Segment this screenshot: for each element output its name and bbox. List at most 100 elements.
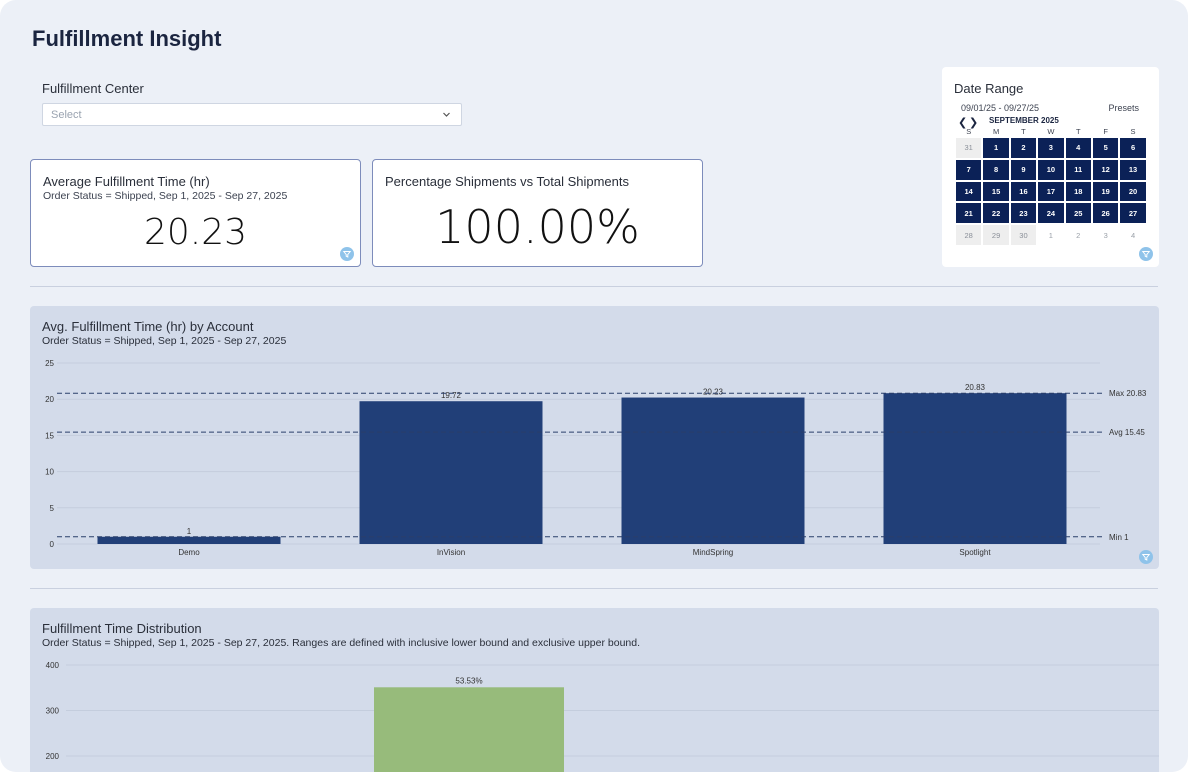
chevron-right-icon[interactable]: ❯ xyxy=(969,117,979,129)
filter-icon[interactable] xyxy=(1139,550,1153,564)
calendar-day[interactable]: 17 xyxy=(1037,180,1065,203)
chart-title: Avg. Fulfillment Time (hr) by Account xyxy=(42,319,254,334)
calendar-month-label: SEPTEMBER 2025 xyxy=(989,116,1059,125)
fulfillment-center-label: Fulfillment Center xyxy=(42,81,144,96)
calendar-day[interactable]: 12 xyxy=(1091,158,1120,181)
bar xyxy=(359,401,543,544)
kpi-avg-value: 20.23 xyxy=(143,212,248,253)
calendar-day[interactable]: 24 xyxy=(1037,202,1065,225)
chevron-left-icon[interactable]: ❮ xyxy=(958,117,968,129)
y-tick-label: 5 xyxy=(50,504,55,513)
date-range-title: Date Range xyxy=(954,81,1024,96)
calendar-day[interactable]: 28 xyxy=(955,224,983,246)
presets-button[interactable]: Presets xyxy=(1108,103,1139,113)
section-divider xyxy=(30,286,1158,287)
calendar-week-row: 21 22 23 24 25 26 27 xyxy=(955,202,1148,225)
kpi-avg-subtitle: Order Status = Shipped, Sep 1, 2025 - Se… xyxy=(43,190,288,202)
avg-fulfillment-by-account-panel: Avg. Fulfillment Time (hr) by Account Or… xyxy=(30,306,1159,569)
calendar-day[interactable]: 7 xyxy=(955,158,983,181)
y-tick-label: 10 xyxy=(45,468,54,477)
x-tick-label: InVision xyxy=(437,548,465,557)
weekday-label: S xyxy=(966,127,972,136)
weekday-label: W xyxy=(1047,127,1055,136)
y-tick-label: 200 xyxy=(46,752,60,761)
calendar-day[interactable]: 21 xyxy=(955,202,983,225)
calendar-day[interactable]: 15 xyxy=(982,180,1010,203)
page-title: Fulfillment Insight xyxy=(32,26,222,51)
calendar-day[interactable]: 26 xyxy=(1091,202,1120,225)
calendar-day[interactable]: 10 xyxy=(1037,158,1065,181)
calendar-day[interactable]: 5 xyxy=(1091,137,1120,159)
data-label: 20.83 xyxy=(965,383,986,392)
calendar-day[interactable]: 23 xyxy=(1009,202,1038,225)
data-label: 53.53% xyxy=(455,676,482,685)
chevron-down-icon xyxy=(443,112,450,117)
chart-title: Fulfillment Time Distribution xyxy=(42,621,202,636)
date-range-text: 09/01/25 - 09/27/25 xyxy=(961,103,1040,113)
chart-subtitle: Order Status = Shipped, Sep 1, 2025 - Se… xyxy=(42,637,641,649)
weekday-label: T xyxy=(1075,127,1081,136)
calendar-day[interactable]: 13 xyxy=(1119,158,1147,181)
reference-line-label: Min 1 xyxy=(1109,533,1129,542)
calendar-day[interactable]: 4 xyxy=(1119,224,1147,246)
calendar-day[interactable]: 9 xyxy=(1009,158,1038,181)
y-tick-label: 20 xyxy=(45,395,54,404)
calendar-day[interactable]: 31 xyxy=(955,137,983,159)
calendar-day[interactable]: 2 xyxy=(1064,224,1092,246)
date-range-card: Date Range 09/01/25 - 09/27/25 Presets ❮… xyxy=(942,67,1159,267)
y-tick-label: 25 xyxy=(45,359,54,368)
y-tick-label: 300 xyxy=(46,707,60,716)
y-tick-label: 400 xyxy=(46,661,60,670)
calendar-day[interactable]: 8 xyxy=(982,158,1010,181)
calendar-day[interactable]: 1 xyxy=(1037,224,1065,246)
calendar-day[interactable]: 19 xyxy=(1091,180,1120,203)
filter-icon[interactable] xyxy=(340,247,354,261)
x-tick-label: Demo xyxy=(178,548,200,557)
calendar-day[interactable]: 25 xyxy=(1064,202,1092,225)
calendar-week-row: 7 8 9 10 11 12 13 xyxy=(955,158,1148,181)
fulfillment-center-value: Select xyxy=(51,109,82,121)
kpi-pct-value: 100.00% xyxy=(435,200,640,254)
chart-subtitle: Order Status = Shipped, Sep 1, 2025 - Se… xyxy=(42,335,287,347)
kpi-pct-title: Percentage Shipments vs Total Shipments xyxy=(385,174,630,189)
calendar-day[interactable]: 4 xyxy=(1064,137,1092,159)
calendar-day[interactable]: 1 xyxy=(982,137,1010,159)
kpi-pct-shipments-card: Percentage Shipments vs Total Shipments … xyxy=(372,159,703,267)
weekday-label: M xyxy=(992,127,1000,136)
x-tick-label: MindSpring xyxy=(693,548,733,557)
calendar-day[interactable]: 18 xyxy=(1064,180,1092,203)
filter-icon[interactable] xyxy=(1139,247,1153,261)
calendar-day[interactable]: 11 xyxy=(1064,158,1092,181)
bar xyxy=(97,536,281,544)
data-label: 1 xyxy=(187,527,192,536)
fulfillment-center-select[interactable]: Select xyxy=(42,103,462,126)
calendar-day[interactable]: 2 xyxy=(1009,137,1038,159)
bar xyxy=(883,393,1067,544)
y-tick-label: 0 xyxy=(50,540,55,549)
calendar-day[interactable]: 16 xyxy=(1009,180,1038,203)
kpi-avg-fulfillment-card: Average Fulfillment Time (hr) Order Stat… xyxy=(30,159,361,267)
calendar-day[interactable]: 30 xyxy=(1009,224,1038,246)
calendar-day[interactable]: 27 xyxy=(1119,202,1147,225)
bar xyxy=(621,397,805,544)
calendar-day[interactable]: 6 xyxy=(1119,137,1147,159)
calendar-day[interactable]: 20 xyxy=(1119,180,1147,203)
calendar-day[interactable]: 3 xyxy=(1091,224,1120,246)
y-tick-label: 15 xyxy=(45,431,54,440)
kpi-avg-title: Average Fulfillment Time (hr) xyxy=(43,174,210,189)
calendar-day[interactable]: 3 xyxy=(1037,137,1065,159)
calendar-day[interactable]: 14 xyxy=(955,180,983,203)
calendar-day[interactable]: 22 xyxy=(982,202,1010,225)
fulfillment-distribution-panel: Fulfillment Time Distribution Order Stat… xyxy=(30,608,1159,772)
bar xyxy=(374,687,564,772)
data-label: 20.23 xyxy=(703,388,724,397)
calendar-day[interactable]: 29 xyxy=(982,224,1010,246)
calendar-grid: 31 1 2 3 4 5 6 7 8 9 10 11 12 13 14 15 16 17 18 19 20 21 22 23 2… xyxy=(955,137,1148,246)
weekday-label: F xyxy=(1103,127,1108,136)
weekday-label: S xyxy=(1130,127,1136,136)
avg-fulfillment-bar-chart: 0 5 10 15 20 25 1 Demo 19.72 InVision 20.23 MindSpr… xyxy=(45,359,1147,557)
section-divider xyxy=(30,588,1158,589)
